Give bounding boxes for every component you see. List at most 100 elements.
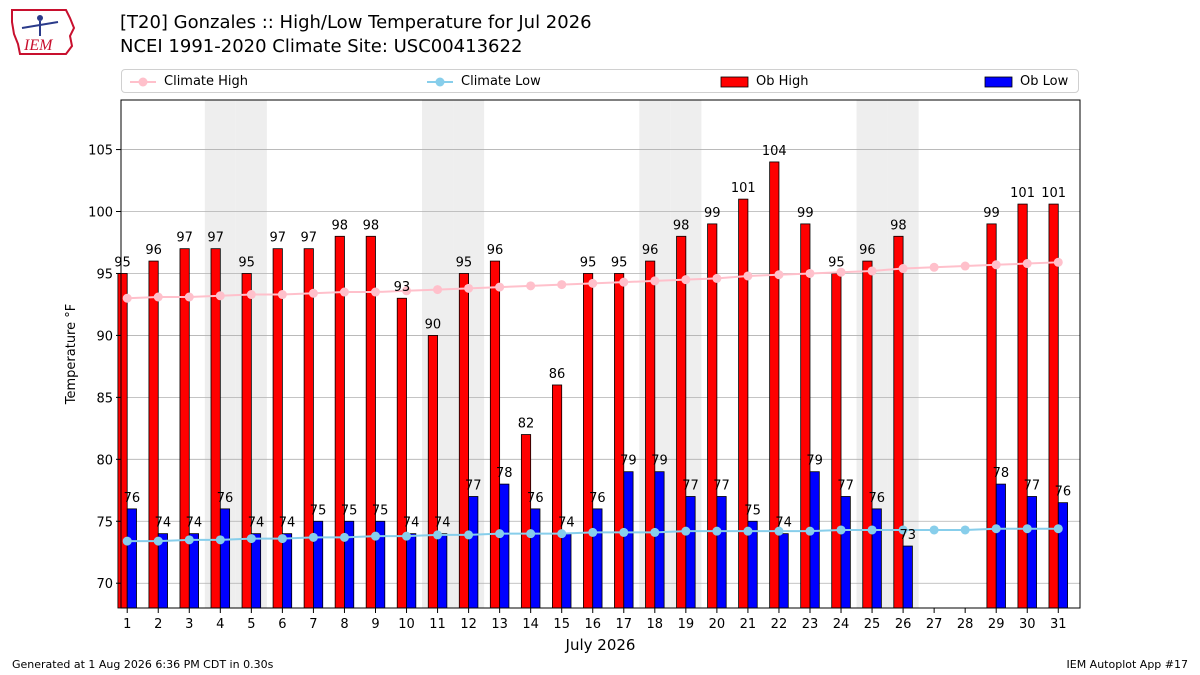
x-tick-label: 21 [740, 617, 757, 632]
ob-high-bar [769, 161, 780, 609]
ob-high-bar [210, 248, 221, 609]
x-tick-label: 13 [491, 617, 508, 632]
climate-low-point [991, 524, 1001, 534]
legend-climate-high-label: Climate High [164, 74, 249, 89]
ob-low-bar [902, 545, 913, 609]
ob-low-bar [623, 471, 634, 609]
legend-climate-low-swatch [427, 77, 453, 87]
ob-low-data-label: 79 [651, 454, 668, 469]
climate-low-point [1053, 524, 1063, 534]
x-tick-label: 17 [616, 617, 633, 632]
y-tick-label: 80 [96, 453, 113, 468]
ob-low-data-label: 77 [682, 478, 699, 493]
x-tick-label: 11 [429, 617, 446, 632]
climate-high-point [650, 276, 660, 286]
ob-low-bar [778, 533, 789, 609]
ob-high-bar [800, 223, 811, 609]
legend-ob-low-label: Ob Low [1020, 74, 1069, 89]
climate-low-point [960, 525, 970, 535]
climate-high-point [619, 277, 629, 287]
ob-low-bar [281, 533, 293, 609]
ob-high-data-label: 96 [859, 243, 876, 258]
climate-low-point [402, 531, 412, 541]
y-tick-label: 105 [88, 144, 113, 159]
climate-high-point [743, 271, 753, 281]
legend-ob-low-swatch [984, 76, 1013, 88]
climate-high-point [433, 285, 443, 295]
climate-high-point [805, 268, 815, 278]
ob-low-bar [250, 533, 262, 609]
climate-low-point [898, 525, 908, 535]
climate-high-point [402, 286, 412, 296]
ob-high-data-label: 93 [394, 280, 411, 295]
ob-high-bar [396, 297, 407, 609]
ob-high-bar [831, 273, 842, 609]
ob-low-bar [530, 508, 541, 609]
climate-high-point [277, 290, 287, 300]
ob-high-data-label: 99 [983, 206, 1000, 221]
climate-high-point [960, 261, 970, 271]
ob-low-bar [1057, 502, 1068, 609]
y-tick-label: 75 [96, 515, 113, 530]
ob-low-data-label: 76 [124, 491, 141, 506]
x-tick-label: 24 [833, 617, 850, 632]
x-tick-label: 3 [185, 617, 193, 632]
ob-low-data-label: 74 [434, 516, 451, 531]
x-tick-label: 19 [678, 617, 695, 632]
climate-low-point [743, 526, 753, 536]
footer-generated-text: Generated at 1 Aug 2026 6:36 PM CDT in 0… [12, 658, 274, 671]
x-tick-label: 5 [247, 617, 255, 632]
climate-low-point [867, 525, 877, 535]
x-tick-label: 14 [522, 617, 539, 632]
climate-high-point [215, 291, 225, 301]
ob-low-bar [995, 483, 1006, 609]
ob-high-data-label: 95 [456, 255, 473, 270]
x-tick-label: 1 [123, 617, 131, 632]
ob-low-data-label: 78 [496, 466, 513, 481]
x-tick-label: 23 [802, 617, 819, 632]
ob-low-data-label: 77 [465, 478, 482, 493]
ob-low-bar [592, 508, 603, 609]
legend-ob-high-swatch [720, 76, 749, 88]
ob-high-bar [676, 235, 687, 609]
ob-high-data-label: 96 [487, 243, 504, 258]
footer-app-text: IEM Autoplot App #17 [1066, 658, 1189, 671]
y-tick-label: 90 [96, 329, 113, 344]
ob-high-data-label: 98 [890, 218, 907, 233]
ob-high-bar [179, 248, 190, 609]
climate-low-point [122, 536, 132, 546]
y-tick-label: 70 [96, 577, 113, 592]
x-tick-label: 20 [709, 617, 726, 632]
ob-low-bar [840, 496, 851, 609]
ob-low-bar [654, 471, 665, 609]
x-tick-label: 18 [647, 617, 664, 632]
ob-high-bar [241, 273, 252, 609]
climate-high-point [308, 288, 318, 298]
ob-low-bar [685, 496, 696, 609]
climate-low-point [215, 535, 225, 545]
ob-low-data-label: 75 [310, 503, 327, 518]
x-tick-label: 8 [340, 617, 348, 632]
ob-high-bar [520, 434, 532, 609]
ob-low-data-label: 75 [341, 503, 358, 518]
climate-high-point [681, 275, 691, 285]
climate-high-point [836, 267, 846, 277]
ob-low-data-label: 77 [837, 478, 854, 493]
x-tick-label: 30 [1019, 617, 1036, 632]
climate-high-point [588, 278, 598, 288]
ob-low-data-label: 75 [372, 503, 389, 518]
climate-low-point [774, 526, 784, 536]
climate-high-point [712, 273, 722, 283]
climate-high-point [184, 292, 194, 302]
ob-low-data-label: 74 [775, 516, 792, 531]
climate-high-point [464, 283, 474, 293]
ob-low-data-label: 74 [248, 516, 265, 531]
climate-high-point [1053, 257, 1063, 267]
ob-high-bar [645, 260, 656, 609]
chart-title: [T20] Gonzales :: High/Low Temperature f… [120, 12, 592, 33]
climate-low-point [929, 525, 939, 535]
x-tick-label: 27 [926, 617, 943, 632]
climate-high-point [370, 287, 380, 297]
ob-low-data-label: 74 [186, 516, 203, 531]
climate-low-point [712, 526, 722, 536]
